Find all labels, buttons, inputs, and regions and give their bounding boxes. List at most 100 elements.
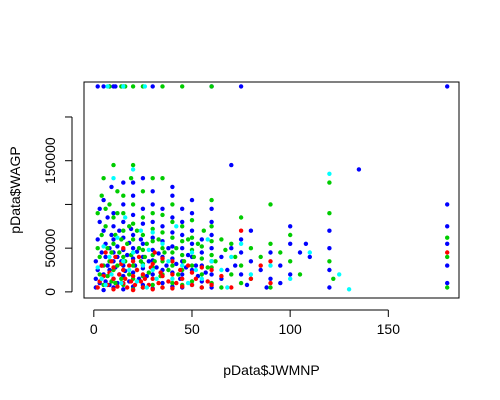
data-point (170, 276, 175, 281)
data-point (268, 263, 273, 268)
data-point (445, 202, 450, 207)
data-point (209, 282, 214, 288)
data-point (111, 224, 116, 229)
data-point (445, 224, 450, 229)
data-point (109, 232, 114, 238)
data-point (166, 279, 171, 284)
data-point (170, 272, 175, 277)
data-point (180, 232, 185, 238)
data-point (189, 218, 195, 223)
data-point (121, 219, 126, 225)
data-point (150, 287, 155, 292)
data-point (238, 280, 244, 286)
data-point (119, 276, 124, 281)
data-point (130, 193, 136, 198)
data-point (128, 279, 134, 284)
data-point (111, 162, 116, 168)
data-point (121, 259, 126, 264)
data-point (238, 263, 244, 268)
data-point (162, 250, 167, 255)
data-point (445, 263, 450, 268)
data-point (219, 285, 224, 290)
data-point (180, 284, 185, 289)
data-point (303, 241, 309, 246)
points-layer (93, 84, 450, 293)
data-point (97, 272, 102, 277)
data-point (268, 241, 273, 246)
data-point (107, 254, 112, 260)
data-point (150, 189, 155, 194)
data-point (130, 250, 136, 255)
data-point (201, 228, 206, 233)
data-point (258, 263, 263, 268)
data-point (327, 285, 332, 290)
data-point (128, 176, 134, 181)
data-point (225, 267, 230, 273)
data-point (180, 252, 185, 258)
data-point (150, 261, 155, 267)
data-point (150, 239, 155, 244)
data-point (170, 259, 175, 264)
data-point (134, 267, 140, 273)
x-tick-label: 50 (184, 321, 200, 337)
data-point (258, 254, 263, 260)
data-point (193, 267, 199, 273)
data-point (209, 232, 214, 238)
data-point (130, 212, 136, 218)
data-point (142, 254, 148, 260)
data-point (138, 228, 144, 233)
data-point (189, 241, 195, 246)
data-point (127, 267, 132, 273)
data-point (142, 84, 148, 89)
data-point (219, 267, 224, 273)
data-point (99, 232, 104, 238)
data-point (99, 193, 104, 198)
data-point (130, 232, 136, 238)
data-point (180, 272, 185, 277)
data-point (248, 259, 254, 264)
data-point (115, 284, 120, 289)
data-point (150, 202, 155, 207)
data-point (103, 279, 108, 284)
data-point (180, 239, 185, 244)
data-point (205, 237, 210, 242)
data-point (101, 244, 106, 249)
data-point (125, 285, 130, 290)
data-point (238, 215, 244, 220)
data-point (189, 250, 195, 255)
data-point (95, 84, 100, 89)
data-point (121, 254, 126, 260)
data-point (130, 287, 136, 293)
data-point (121, 228, 126, 233)
data-point (93, 276, 99, 281)
data-point (134, 228, 140, 233)
data-point (268, 280, 273, 286)
data-point (258, 267, 263, 273)
data-point (134, 279, 140, 284)
data-point (119, 280, 124, 286)
data-point (111, 211, 116, 216)
x-axis-label: pData$JWMNP (223, 362, 319, 378)
data-point (140, 206, 146, 211)
data-point (93, 259, 99, 264)
data-point (99, 263, 104, 268)
data-point (195, 241, 201, 246)
data-point (150, 84, 155, 89)
data-point (223, 247, 228, 253)
data-point (170, 230, 175, 235)
x-axis: 0 50 100 150 (90, 309, 400, 337)
data-point (199, 237, 204, 242)
data-point (193, 276, 199, 281)
data-point (346, 287, 352, 292)
data-point (229, 254, 234, 260)
data-point (327, 180, 332, 185)
data-point (160, 230, 165, 235)
data-point (170, 250, 175, 255)
data-point (229, 246, 234, 251)
data-point (140, 189, 146, 194)
data-point (140, 241, 146, 246)
data-point (103, 282, 108, 288)
data-point (180, 206, 185, 211)
data-point (140, 215, 146, 220)
data-point (105, 246, 110, 251)
